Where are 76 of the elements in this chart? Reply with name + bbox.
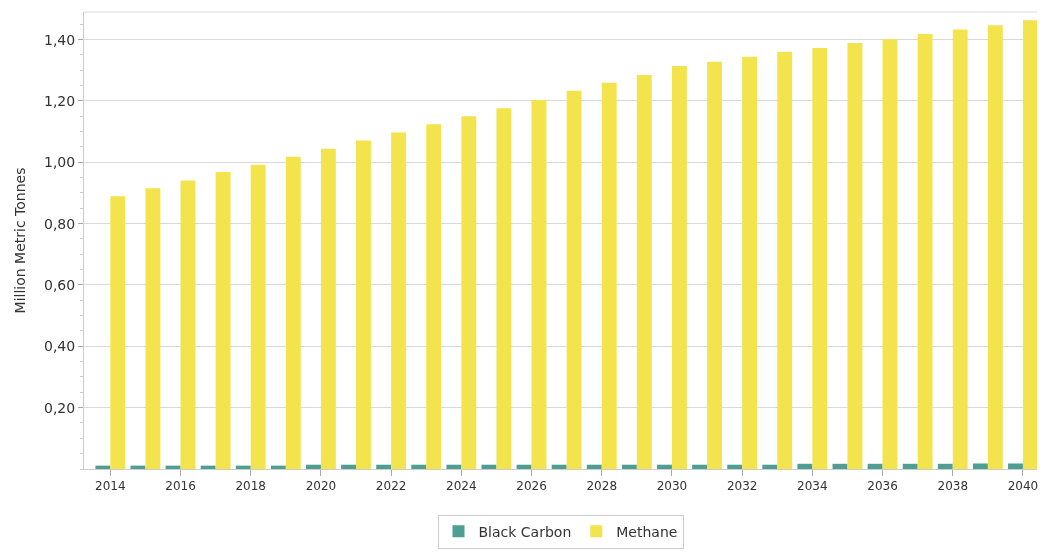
bar — [446, 464, 462, 469]
bar — [356, 140, 371, 469]
bar — [586, 464, 602, 469]
bar — [200, 465, 216, 469]
bar — [972, 463, 988, 469]
bar — [341, 464, 357, 469]
bar — [621, 464, 637, 469]
bar — [516, 464, 532, 469]
bar — [987, 25, 1003, 469]
x-tick-label: 2030 — [656, 479, 688, 494]
x-tick-label: 2018 — [235, 479, 266, 494]
x-tick-label: 2034 — [797, 479, 828, 494]
bar — [1008, 463, 1023, 469]
bar — [306, 464, 321, 469]
bar — [1022, 20, 1037, 469]
legend-label: Black Carbon — [478, 523, 572, 540]
bar — [902, 463, 918, 469]
bar — [762, 464, 778, 469]
x-tick-label: 2026 — [516, 479, 547, 494]
bar — [391, 132, 407, 469]
bar — [937, 463, 953, 469]
x-tick-label: 2014 — [95, 479, 126, 494]
bar — [180, 180, 196, 469]
bar — [285, 156, 301, 469]
x-tick-label: 2038 — [937, 479, 969, 494]
bar — [496, 108, 512, 469]
bar — [165, 465, 181, 469]
bar — [727, 464, 743, 469]
x-tick-label: 2022 — [375, 479, 407, 494]
bar — [797, 463, 813, 469]
bar — [270, 465, 286, 469]
bar — [235, 465, 251, 469]
bar — [671, 65, 687, 469]
x-tick-label: 2016 — [165, 479, 196, 494]
bar — [250, 164, 266, 469]
bar — [601, 82, 617, 469]
bar — [110, 196, 126, 469]
y-axis-title: Million Metric Tonnes — [11, 167, 28, 314]
bar — [566, 90, 582, 469]
x-tick-label: 2028 — [586, 479, 618, 494]
y-tick-label: 0,80 — [44, 215, 76, 232]
x-tick-label: 2024 — [446, 479, 477, 494]
y-tick-label: 1,40 — [44, 31, 76, 48]
bar — [742, 56, 758, 469]
x-tick-label: 2040 — [1007, 479, 1039, 494]
x-tick-label: 2020 — [305, 479, 337, 494]
bar — [145, 188, 161, 469]
x-tick-label: 2032 — [726, 479, 758, 494]
y-tick-label: 0,60 — [44, 276, 76, 293]
legend-label: Methane — [616, 523, 678, 540]
y-tick-label: 0,20 — [44, 399, 76, 416]
bar — [551, 464, 567, 469]
bar — [832, 463, 848, 469]
bar — [426, 124, 442, 469]
y-tick-label: 1,00 — [44, 154, 76, 171]
y-tick-label: 0,40 — [44, 338, 76, 355]
bar — [707, 61, 722, 469]
bar — [215, 172, 231, 469]
bar — [952, 29, 968, 469]
bar — [320, 148, 336, 469]
bar — [411, 464, 427, 469]
bar — [777, 51, 793, 469]
bar — [531, 100, 547, 469]
bar — [657, 464, 672, 469]
bar — [812, 47, 828, 469]
bar — [636, 74, 652, 469]
y-tick-label: 1,20 — [44, 92, 76, 109]
bar — [847, 42, 863, 469]
bar — [376, 464, 392, 469]
bar — [867, 463, 883, 469]
bar — [917, 34, 933, 469]
bar — [461, 116, 477, 469]
bar — [692, 464, 708, 469]
x-tick-label: 2036 — [867, 479, 898, 494]
bar — [95, 465, 111, 469]
bar — [882, 39, 898, 469]
